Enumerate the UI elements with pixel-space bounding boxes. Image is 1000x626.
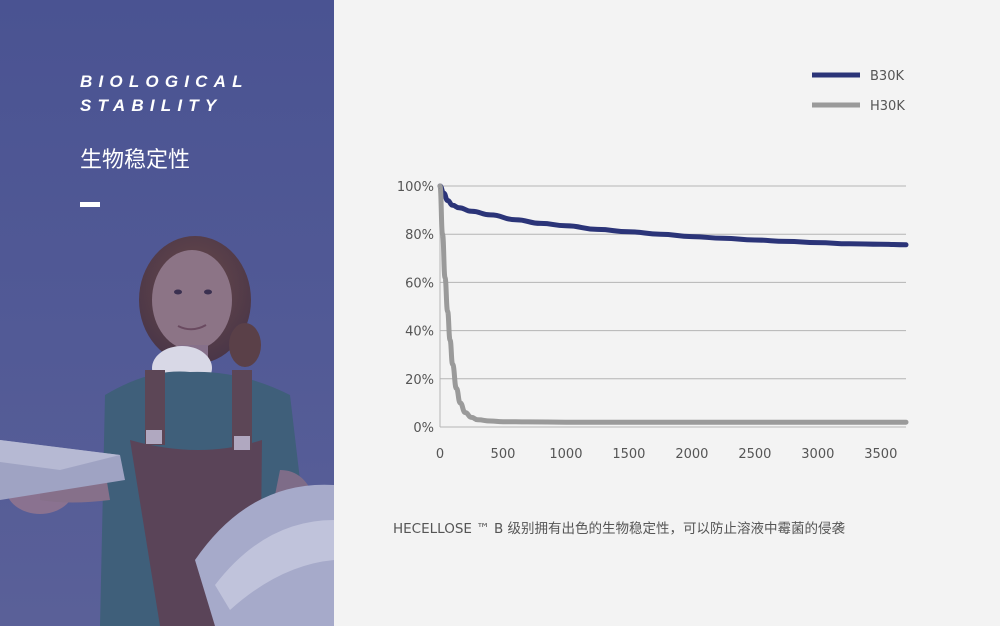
legend-label-b30k: B30K [870,69,904,84]
x-tick-label: 500 [491,447,516,462]
series-lines [437,183,909,425]
legend: B30K H30K [812,69,905,114]
x-tick-label: 1500 [612,447,645,462]
x-tick-label: 3000 [801,447,834,462]
chart-caption: HECELLOSE ™ B 级别拥有出色的生物稳定性，可以防止溶液中霉菌的侵袭 [393,521,846,537]
accent-bar [80,202,100,207]
x-tick-label: 3500 [864,447,897,462]
y-tick-label: 60% [405,276,434,291]
tick-labels: 0% 20% 40% 60% 80% 100% 0 500 1000 1500 2000 2500 30… [397,180,898,462]
panel-title-cn: 生物稳定性 [80,148,191,173]
worker-photo [0,0,334,626]
x-tick-label: 0 [436,447,444,462]
y-tick-label: 80% [405,228,434,243]
stability-chart: 0% 20% 40% 60% 80% 100% 0 500 1000 1500 2000 2500 30… [397,69,909,462]
y-tick-label: 40% [405,325,434,340]
panel-title-en-line-2: STABILITY [80,96,223,115]
panel-title-en: BIOLOGICAL STABILITY [80,70,249,118]
x-tick-label: 1000 [549,447,582,462]
y-tick-label: 0% [413,421,434,436]
left-panel: BIOLOGICAL STABILITY 生物稳定性 [0,0,334,626]
panel-title-en-line-1: BIOLOGICAL [80,72,249,91]
series-line-b30k [437,183,909,248]
grid [440,185,906,428]
x-tick-label: 2000 [675,447,708,462]
legend-label-h30k: H30K [870,99,905,114]
y-tick-label: 100% [397,180,434,195]
series-line-h30k [437,183,909,425]
y-tick-label: 20% [405,373,434,388]
x-tick-label: 2500 [738,447,771,462]
